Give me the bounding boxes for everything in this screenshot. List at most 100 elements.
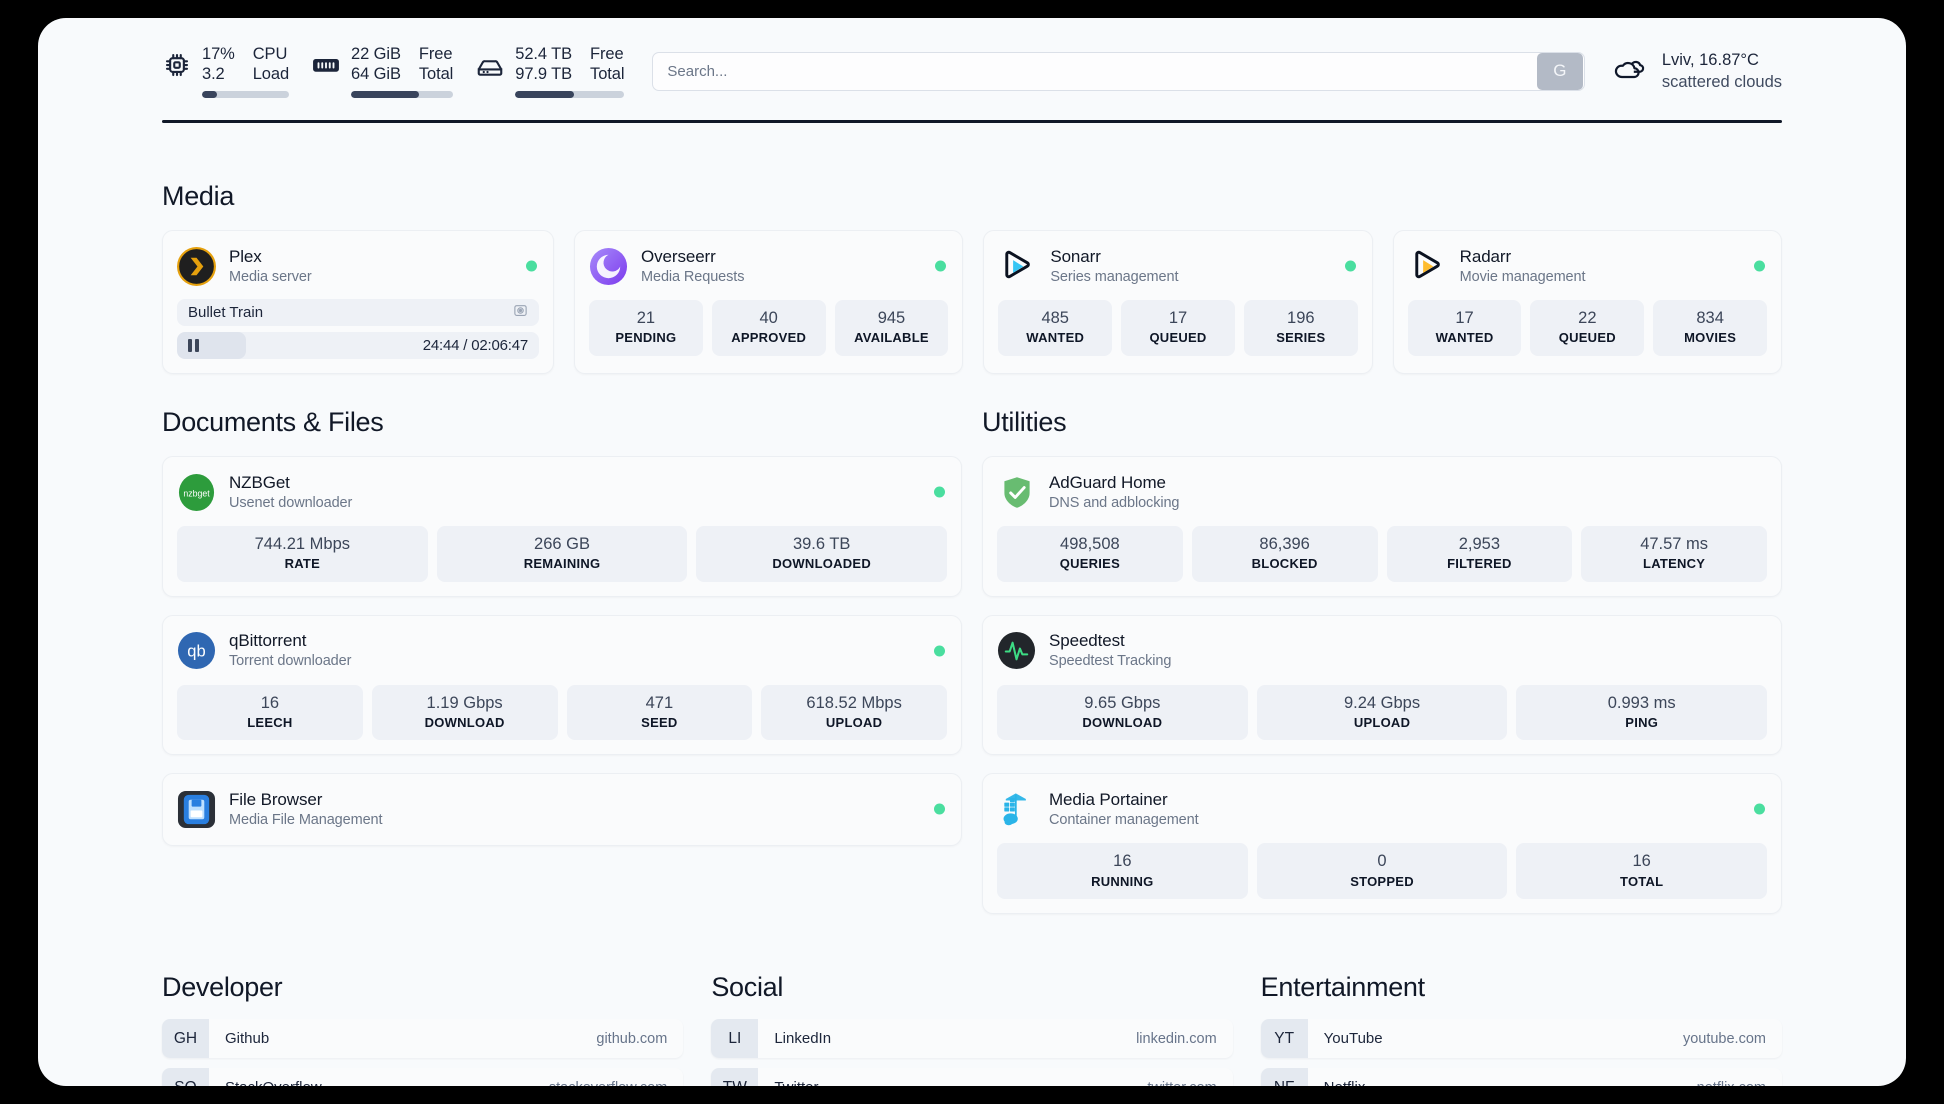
speedtest-name: Speedtest — [1049, 631, 1125, 651]
bookmark-name: LinkedIn — [774, 1030, 832, 1048]
overseerr-icon — [589, 247, 628, 286]
search-submit-button[interactable]: G — [1536, 52, 1583, 90]
weather-location-temp: Lviv, 16.87°C — [1661, 50, 1759, 69]
stat-value: 485 — [1041, 309, 1069, 327]
qbittorrent-status-badge — [934, 645, 945, 657]
stat-value: 9.65 Gbps — [1084, 693, 1161, 712]
disk-stat-group: 52.4 TB 97.9 TB Free Total — [475, 44, 625, 99]
bookmark-group-entertainment: Entertainment YT YouTube youtube.com NF … — [1260, 972, 1782, 1086]
utilities-section-title: Utilities — [982, 407, 1067, 437]
file-browser-subtitle: Media File Management — [229, 812, 383, 829]
app-card-adguard-home[interactable]: AdGuard Home DNS and adblocking 498,508 … — [982, 456, 1782, 597]
stat-box: 16 TOTAL — [1516, 843, 1768, 900]
stat-value: 9.24 Gbps — [1343, 693, 1421, 712]
bookmark-name: Twitter — [758, 1079, 818, 1086]
adguard-name: AdGuard Home — [1049, 472, 1166, 492]
stat-label: SERIES — [1276, 330, 1326, 346]
app-card-qbittorrent[interactable]: qb qBittorrent Torrent downloader 16 LEE… — [162, 614, 962, 756]
plex-icon — [177, 246, 216, 286]
stat-label: QUERIES — [1059, 556, 1120, 572]
stat-value: 0.993 ms — [1607, 693, 1676, 712]
bookmark-group-title: Social — [711, 972, 784, 1003]
file-browser-icon — [177, 790, 216, 829]
bookmark-item-netflix[interactable]: NF Netflix netflix.com — [1260, 1068, 1782, 1086]
ram-stat-group: 22 GiB 64 GiB Free Total — [311, 44, 453, 99]
media-section-title: Media — [162, 181, 235, 211]
bookmark-abbr: YT — [1260, 1019, 1308, 1059]
plex-now-playing[interactable]: Bullet Train — [177, 299, 539, 326]
stat-box: 16 LEECH — [177, 684, 363, 741]
app-card-nzbget[interactable]: nzbget NZBGet Usenet downloader 744.21 M… — [162, 456, 962, 597]
app-card-radarr[interactable]: Radarr Movie management 17 WANTED 22 QUE… — [1392, 230, 1782, 374]
bookmark-group-title: Entertainment — [1260, 972, 1426, 1003]
app-card-speedtest[interactable]: Speedtest Speedtest Tracking 9.65 Gbps D… — [982, 614, 1782, 756]
sonarr-icon — [998, 247, 1037, 286]
bookmark-item-linkedin[interactable]: LI LinkedIn linkedin.com — [711, 1019, 1233, 1059]
radarr-icon — [1408, 247, 1447, 286]
search-input[interactable] — [653, 52, 1537, 90]
stat-value: 21 — [636, 309, 656, 327]
bookmark-url: linkedin.com — [1136, 1030, 1217, 1047]
media-section: Media Plex Media server — [162, 181, 1782, 374]
stat-value: 86,396 — [1259, 535, 1310, 553]
stat-box: 266 GB REMAINING — [436, 526, 688, 582]
plex-cast-icon[interactable] — [513, 303, 528, 323]
weather-widget: Lviv, 16.87°C scattered clouds — [1611, 49, 1782, 94]
app-card-plex[interactable]: Plex Media server Bullet Train — [162, 230, 554, 374]
stat-value: 16 — [1113, 852, 1132, 871]
stat-value: 618.52 Mbps — [806, 693, 902, 712]
stat-label: UPLOAD — [825, 714, 883, 730]
stat-box: 16 RUNNING — [997, 843, 1248, 900]
stat-box: 196 SERIES — [1243, 300, 1358, 356]
portainer-name: Media Portainer — [1049, 790, 1168, 809]
cpu-icon — [162, 50, 192, 80]
weather-condition: scattered clouds — [1661, 73, 1782, 91]
cpu-value-2: 3.2 — [202, 65, 225, 83]
stat-box: 21 PENDING — [589, 300, 703, 356]
stat-label: QUEUED — [1149, 330, 1207, 346]
stat-box: 834 MOVIES — [1653, 300, 1767, 356]
app-card-media-portainer[interactable]: Media Portainer Container management 16 … — [982, 773, 1782, 915]
stat-box: 0 STOPPED — [1256, 843, 1508, 900]
pause-icon[interactable] — [188, 339, 199, 352]
bookmark-item-stackoverflow[interactable]: SO StackOverflow stackoverflow.com — [162, 1068, 684, 1086]
stat-box: 0.993 ms PING — [1516, 684, 1768, 741]
overseerr-subtitle: Media Requests — [641, 268, 745, 285]
bookmark-abbr: TW — [711, 1068, 759, 1086]
stat-label: DOWNLOAD — [1082, 714, 1163, 730]
stat-value: 471 — [645, 693, 674, 712]
bookmark-abbr: NF — [1260, 1068, 1308, 1086]
radarr-name: Radarr — [1459, 246, 1512, 266]
stat-value: 266 GB — [534, 535, 590, 553]
plex-subtitle: Media server — [229, 268, 312, 285]
stat-value: 1.19 Gbps — [426, 693, 503, 712]
stat-value: 22 — [1578, 309, 1597, 327]
nzbget-status-badge — [934, 486, 945, 498]
disk-icon — [475, 50, 505, 80]
stat-label: LATENCY — [1643, 556, 1706, 572]
bookmark-item-youtube[interactable]: YT YouTube youtube.com — [1260, 1019, 1782, 1059]
nzbget-icon: nzbget — [177, 473, 216, 512]
radarr-status-badge — [1753, 260, 1765, 272]
bookmark-name: Github — [225, 1030, 270, 1048]
plex-progress[interactable]: 24:44 / 02:06:47 — [177, 332, 539, 359]
stat-label: AVAILABLE — [854, 330, 929, 346]
bookmark-item-twitter[interactable]: TW Twitter twitter.com — [711, 1068, 1233, 1086]
app-card-file-browser[interactable]: File Browser Media File Management — [162, 773, 962, 847]
search-bar[interactable]: G — [652, 51, 1585, 91]
stat-value: 40 — [759, 309, 778, 327]
stat-box: 17 WANTED — [1407, 300, 1522, 356]
stat-box: 485 WANTED — [998, 300, 1113, 356]
stat-value: 744.21 Mbps — [254, 535, 351, 553]
stat-value: 17 — [1455, 309, 1474, 327]
app-card-overseerr[interactable]: Overseerr Media Requests 21 PENDING 40 A… — [574, 230, 964, 374]
bookmark-group-title: Developer — [162, 972, 283, 1003]
adguard-shield-icon — [997, 473, 1036, 512]
stat-box: 9.65 Gbps DOWNLOAD — [997, 684, 1248, 741]
qbittorrent-subtitle: Torrent downloader — [229, 653, 352, 670]
plex-time-display: 24:44 / 02:06:47 — [422, 337, 528, 354]
stat-value: 47.57 ms — [1640, 535, 1709, 553]
cpu-usage-bar — [202, 91, 290, 99]
bookmark-item-github[interactable]: GH Github github.com — [162, 1019, 684, 1059]
app-card-sonarr[interactable]: Sonarr Series management 485 WANTED 17 Q… — [983, 230, 1373, 374]
